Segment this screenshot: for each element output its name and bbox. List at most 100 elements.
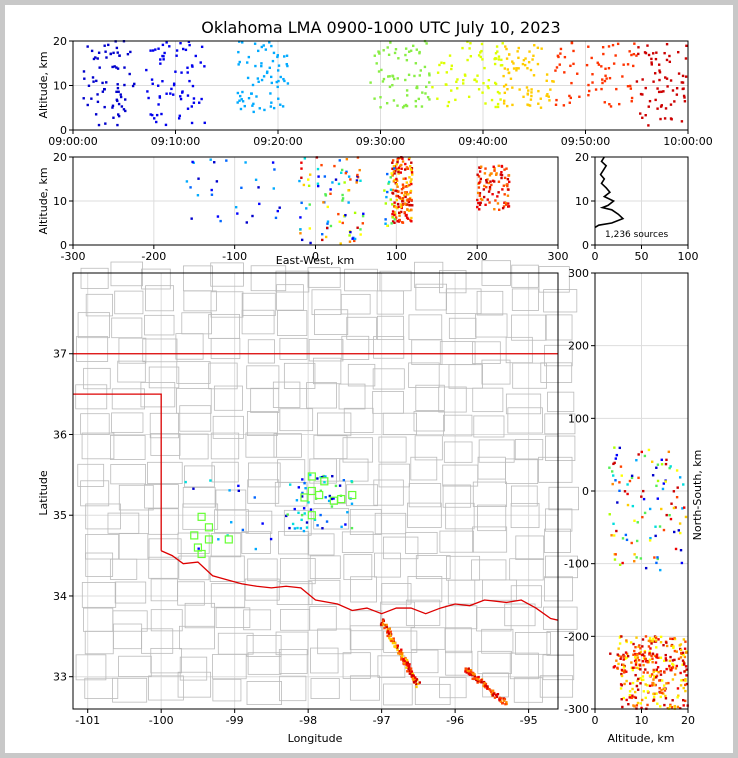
time-height-point	[262, 75, 266, 78]
time-height-point	[269, 105, 273, 108]
time-height-point	[609, 105, 613, 108]
time-height-point	[116, 123, 119, 127]
time-height-point	[388, 75, 391, 78]
ew-height-point	[347, 201, 350, 204]
plan-view-point	[291, 522, 295, 526]
ns-height-point	[673, 636, 676, 640]
ew-height-point	[503, 193, 506, 196]
ns-height-point	[652, 637, 655, 641]
ns-height-point	[623, 664, 626, 668]
ns-height-point	[679, 707, 682, 710]
ns-height-point	[643, 649, 647, 653]
ew-height-point	[329, 188, 332, 191]
time-height-point	[379, 106, 382, 109]
time-height-point	[675, 87, 679, 90]
plan-view-point	[237, 484, 240, 488]
time-height-point	[179, 95, 182, 98]
ns-height-point	[618, 642, 622, 645]
county-outline	[177, 671, 212, 698]
plan-view-point	[330, 497, 333, 501]
ew-height-point	[391, 188, 395, 192]
ns-height-point	[634, 658, 638, 661]
ew-height-point	[358, 168, 361, 172]
plan-view-point	[320, 475, 324, 479]
time-height-point	[407, 73, 411, 77]
county-outline	[313, 434, 348, 460]
time-height-y-tick-label: 20	[53, 35, 67, 48]
time-height-point	[116, 99, 119, 103]
ns-height-point	[660, 458, 663, 462]
ew-height-point	[385, 195, 388, 199]
ns-height-point	[648, 652, 651, 655]
time-height-point	[603, 79, 607, 83]
ns-height-point	[648, 507, 652, 511]
time-height-point	[92, 57, 96, 61]
time-height-point	[526, 67, 529, 70]
time-height-point	[236, 91, 240, 95]
county-outline	[250, 387, 280, 413]
time-height-point	[493, 57, 496, 61]
plan-view-point	[387, 632, 391, 635]
ew-height-point	[391, 174, 394, 177]
county-outline	[241, 292, 276, 316]
county-outline	[279, 337, 308, 360]
ew-height-point	[398, 196, 402, 200]
county-outline	[308, 579, 341, 606]
ew-height-point	[478, 170, 482, 173]
ew-height-point	[338, 159, 341, 162]
ew-height-point	[345, 170, 348, 174]
ew-height-point	[507, 188, 510, 191]
ns-height-point	[633, 649, 636, 653]
ew-height-point	[325, 226, 329, 230]
time-height-point	[421, 91, 424, 94]
time-height-point	[404, 53, 407, 57]
county-outline	[382, 412, 417, 436]
plan-view-point	[464, 667, 467, 670]
ew-height-point	[489, 180, 492, 183]
time-height-point	[247, 55, 251, 59]
ns-height-point	[673, 658, 676, 662]
plan-view-point	[467, 672, 471, 675]
time-height-point	[415, 48, 418, 51]
time-height-point	[530, 91, 533, 94]
plan-view-point	[293, 507, 296, 511]
time-height-point	[113, 65, 116, 68]
ns-height-point	[631, 687, 634, 691]
ns-height-point	[641, 660, 645, 663]
time-height-point	[117, 90, 120, 93]
ew-height-point	[409, 180, 412, 183]
time-height-point	[651, 52, 655, 55]
time-height-point	[666, 85, 669, 88]
plan-view-y-tick-label: 37	[53, 348, 67, 361]
plan-view-point	[319, 489, 323, 492]
county-outline	[110, 261, 143, 287]
ns-height-point	[660, 507, 663, 511]
ew-height-point	[342, 214, 346, 218]
plan-view-point	[303, 482, 306, 485]
ns-height-point	[679, 531, 682, 535]
time-height-point	[117, 114, 121, 118]
ns-height-point	[642, 671, 646, 674]
ns-height-point	[620, 668, 624, 672]
county-outline	[545, 435, 576, 461]
county-outline	[246, 681, 282, 705]
time-height-point	[681, 74, 685, 78]
ns-height-point	[675, 495, 679, 499]
plan-view-point	[297, 511, 300, 514]
plan-view-point	[324, 475, 327, 478]
time-height-point	[487, 78, 491, 82]
ns-height-point	[667, 450, 671, 454]
ns-height-point	[652, 698, 656, 701]
ns-height-point	[643, 654, 646, 658]
time-height-point	[529, 98, 533, 101]
ew-height-point	[484, 167, 487, 170]
plan-view-point	[395, 646, 399, 649]
time-height-point	[124, 98, 127, 101]
ns-height-point	[637, 645, 640, 648]
time-height-point	[381, 80, 385, 83]
plan-view-point	[217, 538, 220, 541]
ns-height-point	[628, 696, 631, 699]
ns-height-point	[623, 490, 627, 493]
time-height-point	[496, 105, 500, 109]
ns-height-point	[615, 453, 619, 457]
